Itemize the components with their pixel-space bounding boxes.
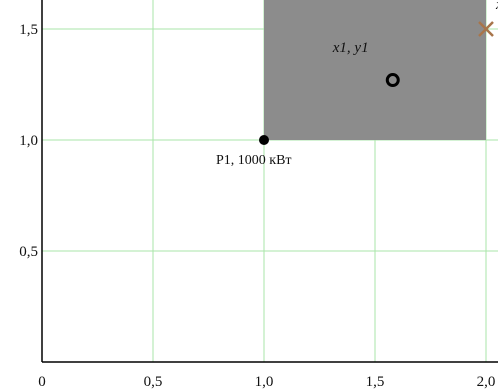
y-tick-label: 0,5 bbox=[19, 244, 38, 260]
axes bbox=[41, 0, 498, 363]
center-label: x1, y1 bbox=[332, 40, 369, 56]
y-tick-label: 1,5 bbox=[19, 22, 38, 38]
cross-label: x2, y2 bbox=[495, 0, 498, 13]
x-tick-label: 0 bbox=[38, 374, 46, 390]
candidate-region bbox=[264, 0, 486, 140]
x-tick-label: 0,5 bbox=[144, 374, 163, 390]
point-label: P1, 1000 кВт bbox=[216, 153, 292, 168]
point-marker bbox=[259, 135, 269, 145]
x-tick-label: 1,0 bbox=[255, 374, 274, 390]
x-tick-label: 1,5 bbox=[366, 374, 385, 390]
cross-point: x2, y2 bbox=[478, 0, 498, 37]
center-point: x1, y1 bbox=[332, 40, 400, 88]
data-point: P1, 1000 кВт bbox=[216, 135, 292, 168]
y-tick-label: 1,0 bbox=[19, 133, 38, 149]
cross-marker-stroke bbox=[478, 21, 494, 37]
data-points: P1, 1000 кВтP2, 320 кВтP3, 320 кВтP4, 15… bbox=[216, 135, 292, 168]
x-tick-label: 2,0 bbox=[477, 374, 496, 390]
tick-labels: 00,51,01,52,02,53,03,54,00,51,01,52,02,5… bbox=[19, 22, 496, 390]
center-marker bbox=[385, 73, 400, 88]
